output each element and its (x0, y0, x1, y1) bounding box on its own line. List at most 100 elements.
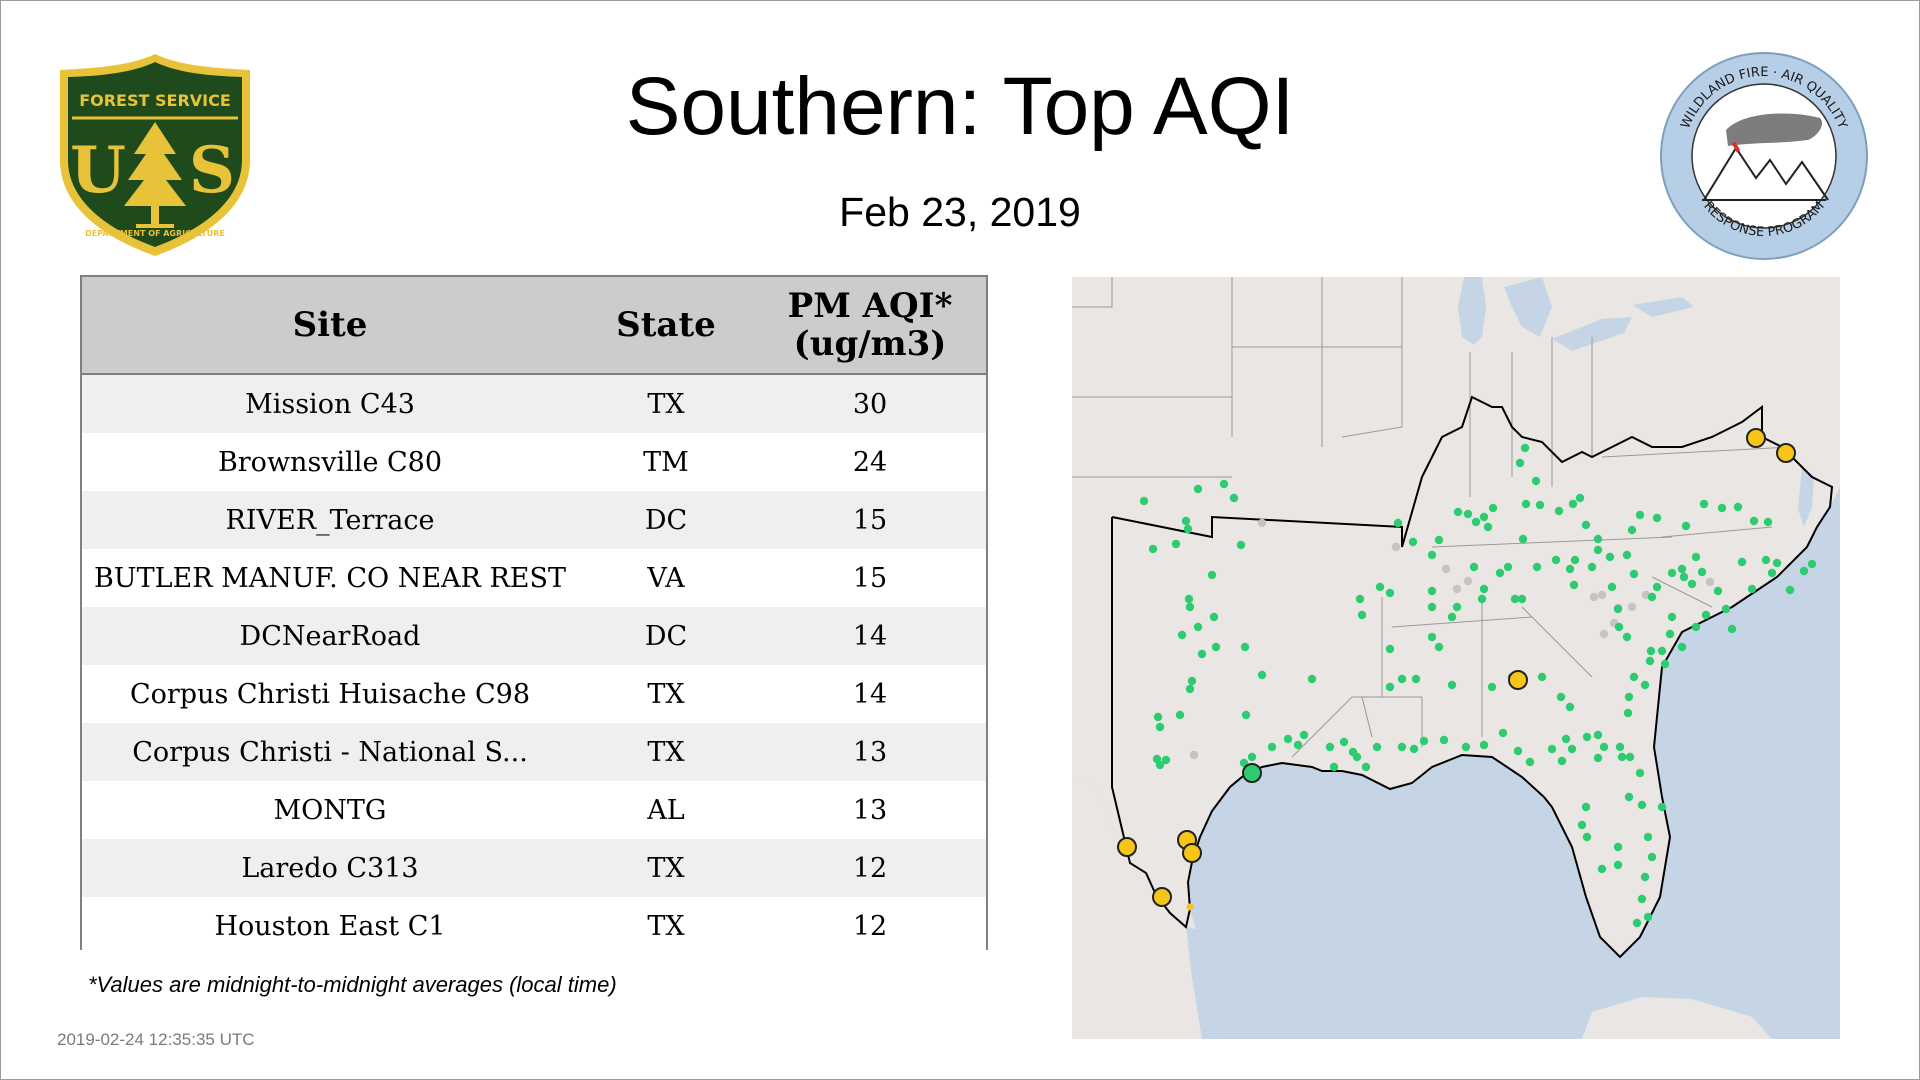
monitor-marker-moderate-large (1776, 443, 1796, 463)
monitor-marker-good (1197, 649, 1207, 659)
aqi-cell: 15 (754, 549, 986, 607)
monitor-marker-good (1570, 555, 1580, 565)
monitor-marker-good (1325, 742, 1335, 752)
table-row: Corpus Christi Huisache C98 TX 14 (82, 665, 986, 723)
monitor-marker-good (1498, 728, 1508, 738)
monitor-marker-good (1183, 524, 1193, 534)
monitor-marker-good (1229, 493, 1239, 503)
state-cell: TX (578, 839, 754, 897)
monitor-marker-good (1577, 820, 1587, 830)
state-cell: TX (578, 897, 754, 955)
monitor-marker-good (1307, 674, 1317, 684)
monitor-marker-good (1469, 562, 1479, 572)
monitor-marker-good (1767, 568, 1777, 578)
monitor-marker-good (1629, 672, 1639, 682)
monitor-marker-good (1677, 564, 1687, 574)
table-row: RIVER_Terrace DC 15 (82, 491, 986, 549)
monitor-marker-good (1613, 842, 1623, 852)
monitor-marker-good (1241, 710, 1251, 720)
aqi-cell: 30 (754, 374, 986, 433)
monitor-marker-good (1749, 516, 1759, 526)
monitor-marker-good (1582, 832, 1592, 842)
monitor-marker-good (1385, 682, 1395, 692)
monitor-marker-good (1637, 800, 1647, 810)
monitor-marker-good (1587, 562, 1597, 572)
monitor-marker-good (1613, 860, 1623, 870)
table-row: MONTG AL 13 (82, 781, 986, 839)
monitor-marker-good (1652, 513, 1662, 523)
monitor-marker-good (1329, 762, 1339, 772)
monitor-marker-good (1625, 752, 1635, 762)
monitor-marker-good (1554, 506, 1564, 516)
monitor-marker-good (1537, 672, 1547, 682)
forest-service-u-letter: U (70, 133, 126, 208)
monitor-marker-good (1643, 912, 1653, 922)
monitor-marker-good (1697, 567, 1707, 577)
monitor-marker-good (1479, 584, 1489, 594)
monitor-marker-good (1677, 642, 1687, 652)
monitor-marker-good (1565, 564, 1575, 574)
monitor-marker-moderate-large (1182, 843, 1202, 863)
monitor-marker-good (1699, 499, 1709, 509)
monitor-marker-good (1691, 552, 1701, 562)
forest-service-top-text: FOREST SERVICE (79, 91, 231, 110)
monitor-marker-good (1352, 752, 1362, 762)
monitor-marker-good (1219, 479, 1229, 489)
map-land-cuba (1582, 997, 1772, 1039)
map-land-mexico (1072, 777, 1202, 1039)
monitor-marker-good (1181, 516, 1191, 526)
monitor-marker-good (1681, 521, 1691, 531)
monitor-marker-no-data (1441, 564, 1451, 574)
monitor-marker-good (1375, 582, 1385, 592)
monitor-marker-good (1477, 594, 1487, 604)
monitor-marker-good (1575, 493, 1585, 503)
site-cell: DCNearRoad (82, 607, 578, 665)
state-cell: TX (578, 723, 754, 781)
monitor-marker-good (1236, 540, 1246, 550)
aqi-cell: 14 (754, 665, 986, 723)
monitor-marker-good (1439, 735, 1449, 745)
monitor-marker-good (1617, 752, 1627, 762)
monitor-marker-good (1408, 537, 1418, 547)
monitor-marker-good (1593, 753, 1603, 763)
monitor-marker-good (1483, 522, 1493, 532)
monitor-marker-good (1520, 443, 1530, 453)
monitor-marker-good (1393, 518, 1403, 528)
column-header-aqi: PM AQI* (ug/m3) (754, 277, 986, 375)
table-row: Houston East C1 TX 12 (82, 897, 986, 955)
column-header-aqi-line1: PM AQI* (787, 286, 953, 326)
monitor-marker-good (1427, 602, 1437, 612)
monitor-marker-moderate-large (1117, 837, 1137, 857)
table-row: BUTLER MANUF. CO NEAR REST VA 15 (82, 549, 986, 607)
forest-service-s-letter: S (189, 133, 235, 208)
monitor-marker-good (1427, 550, 1437, 560)
monitor-marker-good (1209, 612, 1219, 622)
map-lake-erie (1552, 317, 1632, 351)
table-row: Brownsville C80 TM 24 (82, 433, 986, 491)
monitor-marker-good (1267, 742, 1277, 752)
monitor-marker-good (1713, 586, 1723, 596)
monitor-marker-good (1799, 566, 1809, 576)
monitor-marker-moderate-large (1746, 428, 1766, 448)
monitor-marker-good (1155, 760, 1165, 770)
monitor-marker-good (1175, 710, 1185, 720)
monitor-marker-moderate-large (1152, 887, 1172, 907)
state-cell: DC (578, 491, 754, 549)
monitor-marker-good (1517, 594, 1527, 604)
monitor-marker-no-data (1257, 518, 1267, 528)
monitor-marker-good (1637, 894, 1647, 904)
monitor-marker-no-data (1452, 584, 1462, 594)
monitor-marker-good (1647, 592, 1657, 602)
monitor-marker-good (1627, 525, 1637, 535)
monitor-marker-good (1461, 742, 1471, 752)
map-markers (1117, 428, 1817, 928)
map-lake-michigan (1458, 277, 1486, 345)
page-title: Southern: Top AQI (625, 61, 1295, 152)
monitor-marker-no-data (1627, 602, 1637, 612)
monitor-marker-good (1640, 680, 1650, 690)
monitor-marker-good (1161, 755, 1171, 765)
monitor-marker-good (1761, 555, 1771, 565)
table-row: DCNearRoad DC 14 (82, 607, 986, 665)
monitor-marker-good (1187, 676, 1197, 686)
monitor-marker-no-data (1189, 750, 1199, 760)
